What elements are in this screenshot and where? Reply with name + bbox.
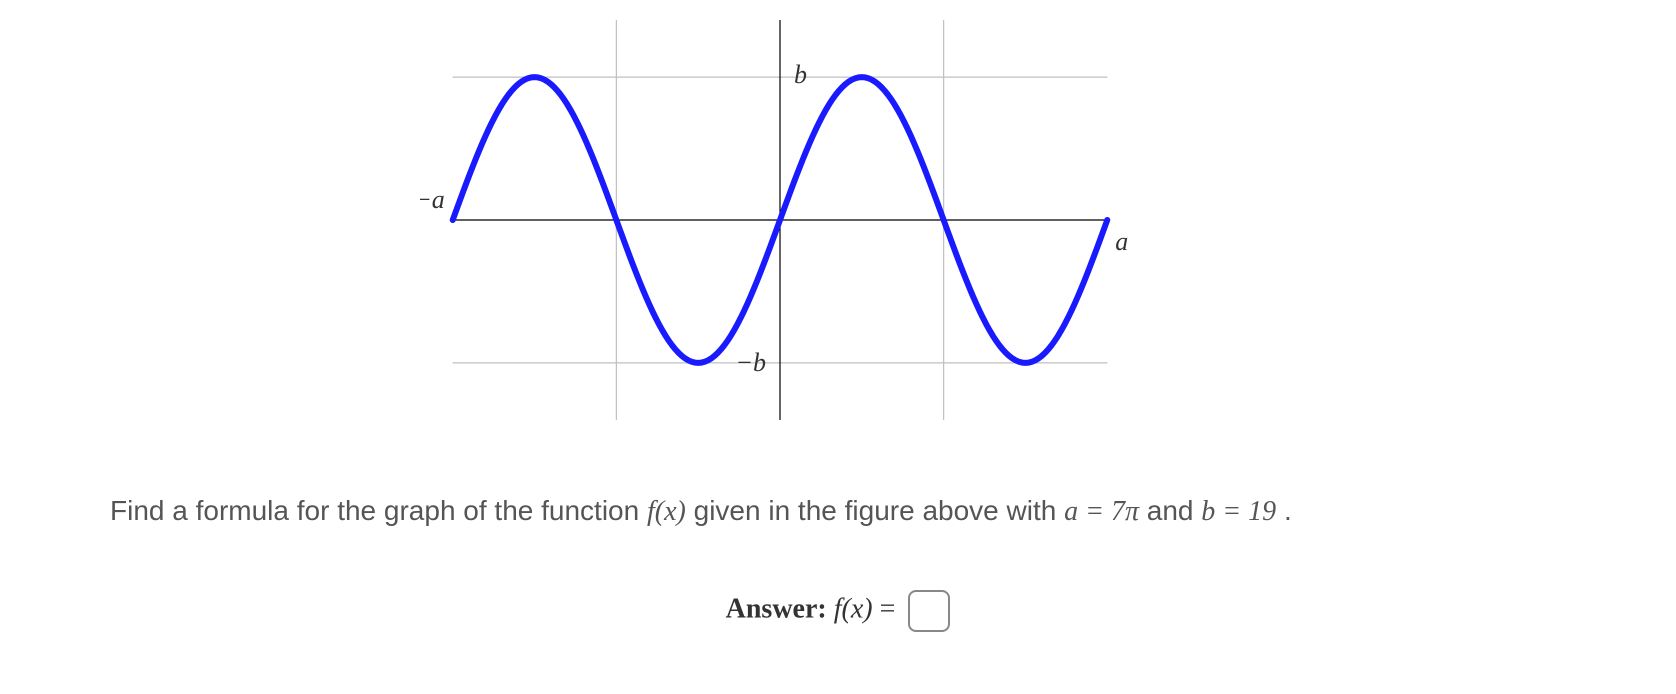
answer-label: Answer: bbox=[726, 593, 827, 624]
svg-text:−a: −a bbox=[420, 185, 445, 214]
answer-expr-fn: f(x) bbox=[834, 593, 873, 624]
q-aeq: a = 7π bbox=[1064, 496, 1139, 527]
svg-text:−b: −b bbox=[735, 348, 766, 377]
q-prefix: Find a formula for the graph of the func… bbox=[110, 495, 647, 526]
sine-chart: −a a b −b bbox=[420, 20, 1170, 420]
chart-svg: −a a b −b bbox=[420, 20, 1140, 420]
svg-text:a: a bbox=[1115, 227, 1128, 256]
answer-input-box[interactable] bbox=[908, 590, 950, 632]
q-fn: f(x) bbox=[647, 496, 686, 527]
q-mid: given in the figure above with bbox=[694, 495, 1064, 526]
q-and: and bbox=[1147, 495, 1202, 526]
svg-text:b: b bbox=[794, 60, 807, 89]
answer-row: Answer: f(x) = bbox=[0, 590, 1676, 632]
question-text: Find a formula for the graph of the func… bbox=[110, 490, 1590, 533]
q-beq: b = 19 bbox=[1201, 496, 1276, 527]
answer-expr-eq: = bbox=[880, 593, 903, 624]
q-suffix: . bbox=[1284, 495, 1292, 526]
